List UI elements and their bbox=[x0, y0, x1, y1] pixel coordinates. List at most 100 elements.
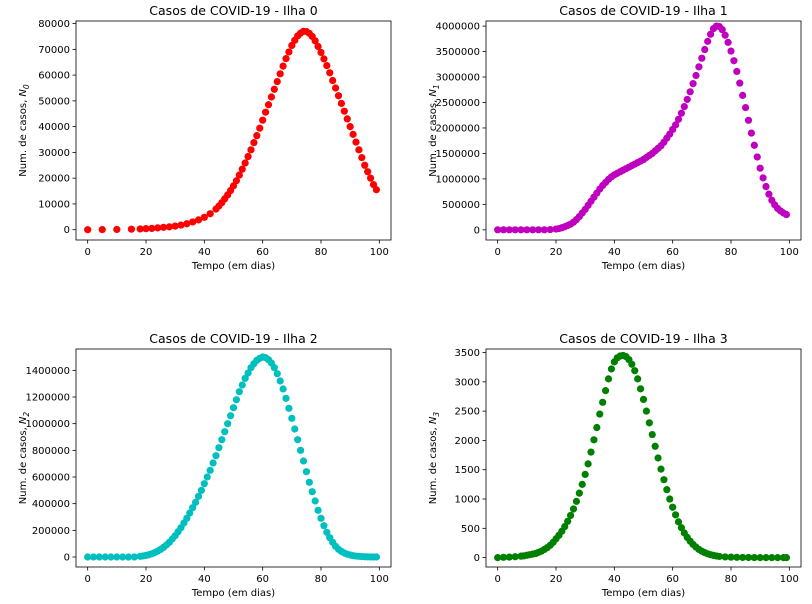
y-tick-label: 1000000 bbox=[25, 419, 70, 430]
y-tick-label: 80000 bbox=[38, 19, 70, 30]
data-point bbox=[663, 486, 671, 494]
data-points bbox=[494, 351, 791, 562]
y-axis-label-text: Num. de casos, bbox=[18, 424, 29, 504]
data-point bbox=[517, 226, 525, 234]
data-point bbox=[674, 115, 683, 123]
data-point bbox=[756, 554, 764, 562]
data-point bbox=[329, 76, 337, 85]
chart-title: Casos de COVID-19 - Ilha 0 bbox=[149, 3, 317, 18]
data-point bbox=[578, 480, 586, 488]
y-tick-label: 1000 bbox=[455, 495, 480, 506]
y-tick-label: 10000 bbox=[38, 199, 70, 210]
data-point bbox=[715, 552, 723, 561]
data-point bbox=[183, 514, 191, 522]
data-point bbox=[762, 554, 770, 562]
data-point bbox=[256, 124, 264, 132]
data-point bbox=[238, 381, 246, 389]
data-point bbox=[581, 470, 589, 479]
y-tick-label: 600000 bbox=[32, 473, 70, 484]
data-point bbox=[677, 524, 686, 532]
x-tick-label: 20 bbox=[550, 574, 563, 585]
subplot-3: Casos de COVID-19 - Ilha 30 20 40 60 80 10005… bbox=[428, 331, 802, 599]
data-point bbox=[721, 553, 729, 561]
y-axis-label: Num. de casos, N3 bbox=[428, 412, 441, 505]
data-point bbox=[636, 385, 645, 393]
data-point bbox=[721, 31, 729, 39]
data-point bbox=[165, 223, 173, 231]
data-point bbox=[232, 396, 241, 404]
plot-frame bbox=[75, 20, 392, 241]
y-axis-label-symbol: N bbox=[428, 89, 439, 97]
data-point bbox=[302, 468, 311, 476]
y-axis-label-text: Num. de casos, bbox=[18, 97, 29, 177]
data-point bbox=[209, 459, 217, 467]
data-point bbox=[177, 221, 185, 229]
data-point bbox=[282, 55, 290, 63]
data-point bbox=[671, 511, 680, 519]
y-tick-label: 30000 bbox=[38, 148, 70, 159]
y-tick-label: 0 bbox=[64, 225, 70, 236]
y-tick-label: 3500000 bbox=[435, 47, 480, 58]
data-point bbox=[523, 226, 531, 234]
data-point bbox=[186, 509, 194, 517]
chart-title: Casos de COVID-19 - Ilha 3 bbox=[559, 331, 727, 346]
x-tick-label: 100 bbox=[370, 247, 389, 258]
data-point bbox=[593, 423, 601, 432]
x-tick-label: 40 bbox=[198, 574, 211, 585]
data-point bbox=[727, 553, 735, 561]
data-point bbox=[224, 420, 232, 428]
y-tick-label: 70000 bbox=[38, 45, 70, 56]
y-axis-label-subscript: 2 bbox=[22, 412, 31, 417]
chart-title: Casos de COVID-19 - Ilha 2 bbox=[149, 331, 317, 346]
data-point bbox=[372, 186, 381, 194]
data-point bbox=[631, 367, 639, 375]
data-point bbox=[244, 369, 252, 377]
y-tick-label: 20000 bbox=[38, 174, 70, 185]
y-tick-label: 60000 bbox=[38, 71, 70, 82]
data-point bbox=[671, 121, 680, 129]
data-point bbox=[267, 93, 276, 101]
data-point bbox=[645, 419, 653, 427]
data-point bbox=[744, 553, 753, 562]
data-point bbox=[221, 428, 229, 436]
data-point bbox=[698, 54, 706, 62]
data-point bbox=[756, 164, 764, 172]
data-point bbox=[762, 182, 770, 191]
y-tick-label: 3500 bbox=[455, 348, 480, 359]
plot-frame bbox=[485, 348, 802, 568]
x-tick-label: 100 bbox=[370, 574, 389, 585]
data-point bbox=[566, 511, 575, 520]
data-point bbox=[660, 476, 668, 484]
data-point bbox=[238, 165, 246, 173]
data-point bbox=[215, 444, 223, 452]
data-point bbox=[250, 139, 258, 147]
data-point bbox=[601, 387, 610, 395]
data-point bbox=[596, 410, 604, 418]
data-point bbox=[311, 497, 319, 505]
data-point bbox=[747, 129, 756, 137]
data-point bbox=[130, 553, 138, 561]
y-tick-label: 3000000 bbox=[435, 73, 480, 84]
data-point bbox=[253, 132, 261, 140]
data-point bbox=[680, 102, 688, 111]
x-tick-label: 80 bbox=[725, 574, 738, 585]
data-point bbox=[704, 37, 712, 45]
x-tick-label: 0 bbox=[84, 247, 90, 258]
data-point bbox=[677, 109, 686, 117]
data-point bbox=[95, 553, 103, 561]
data-point bbox=[113, 553, 121, 561]
data-point bbox=[572, 497, 581, 505]
data-point bbox=[323, 61, 331, 70]
x-tick-label: 20 bbox=[140, 247, 153, 258]
data-point bbox=[651, 442, 659, 450]
data-point bbox=[200, 213, 208, 221]
data-point bbox=[320, 55, 328, 63]
data-point bbox=[317, 514, 325, 522]
y-axis-label-symbol: N bbox=[428, 416, 439, 424]
data-point bbox=[534, 226, 543, 234]
data-point bbox=[590, 436, 598, 444]
x-tick-label: 100 bbox=[780, 247, 799, 258]
data-point bbox=[730, 57, 738, 65]
data-point bbox=[194, 216, 203, 224]
data-point bbox=[124, 553, 133, 561]
